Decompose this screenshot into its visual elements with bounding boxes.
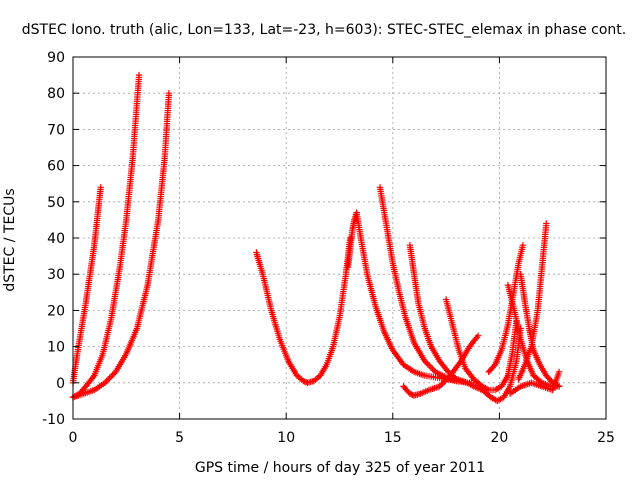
- y-tick-label: 50: [47, 195, 65, 211]
- series-8-markers: [400, 332, 482, 399]
- y-tick-label: 0: [56, 376, 65, 392]
- series-5-markers: [353, 209, 460, 385]
- x-axis-label: GPS time / hours of day 325 of year 2011: [195, 460, 485, 476]
- y-tick-label: 40: [47, 231, 65, 247]
- series-15-markers: [506, 368, 563, 397]
- series-0-markers: [69, 184, 104, 386]
- y-tick-label: 90: [47, 50, 65, 66]
- x-tick-label: 25: [597, 430, 615, 446]
- y-tick-label: 60: [47, 159, 65, 175]
- y-tick-label: 70: [47, 122, 65, 138]
- series-8: [400, 332, 482, 399]
- series-7-markers: [406, 242, 482, 386]
- y-tick-label: 30: [47, 267, 65, 283]
- x-tick-label: 10: [277, 430, 295, 446]
- y-axis-label: dSTEC / TECUs: [2, 188, 18, 291]
- series-7: [406, 242, 482, 386]
- x-tick-label: 15: [384, 430, 402, 446]
- y-tick-label: 10: [47, 340, 65, 356]
- series-3-markers: [253, 234, 354, 386]
- series-6: [376, 184, 471, 386]
- series-14-markers: [515, 220, 550, 383]
- series-15: [506, 368, 563, 397]
- series-5: [353, 209, 460, 385]
- series-3: [253, 234, 354, 386]
- series-4: [344, 209, 360, 271]
- x-tick-label: 0: [69, 430, 78, 446]
- series-6-markers: [376, 184, 471, 386]
- series-0: [69, 184, 104, 386]
- series-14: [515, 220, 550, 383]
- series-9: [442, 296, 520, 394]
- x-tick-label: 20: [490, 430, 508, 446]
- series-9-markers: [442, 296, 520, 394]
- y-tick-label: 80: [47, 86, 65, 102]
- series-4-markers: [344, 209, 360, 271]
- x-tick-label: 5: [175, 430, 184, 446]
- chart-title: dSTEC Iono. truth (alic, Lon=133, Lat=-2…: [22, 22, 626, 38]
- y-tick-label: 20: [47, 303, 65, 319]
- y-tick-label: -10: [42, 412, 65, 428]
